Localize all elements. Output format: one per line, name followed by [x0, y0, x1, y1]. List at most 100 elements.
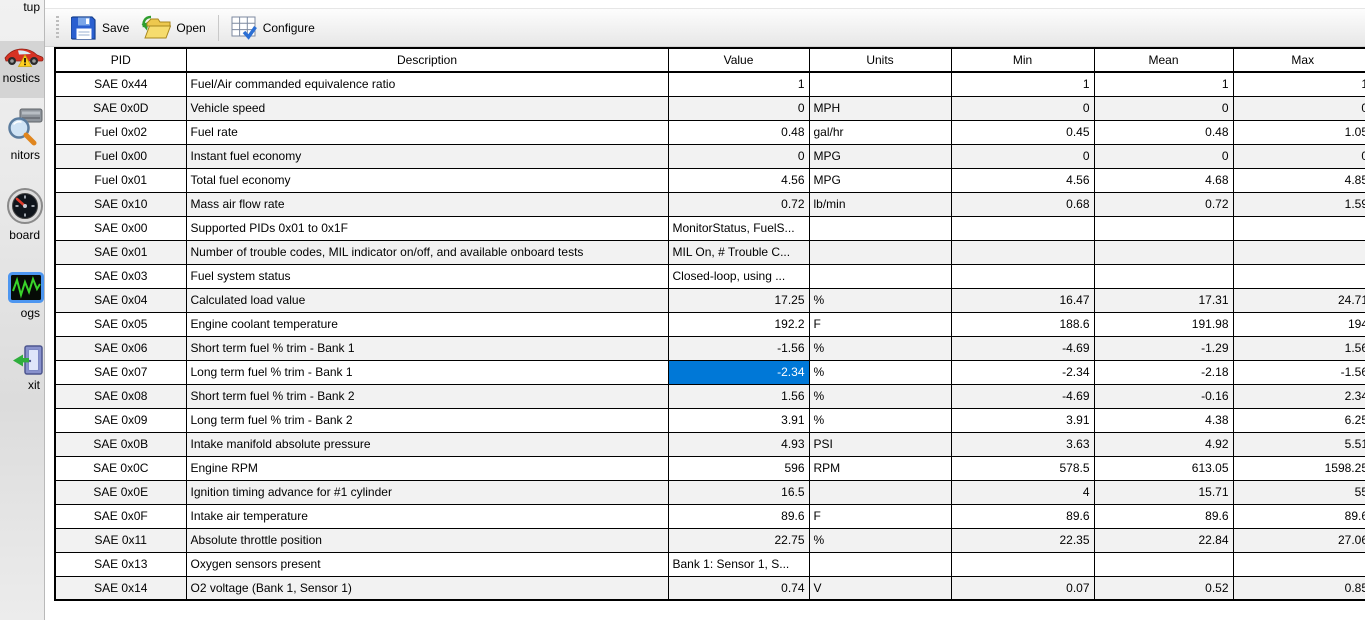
cell-pid[interactable]: SAE 0x0F	[54, 503, 187, 529]
cell-pid[interactable]: Fuel 0x00	[54, 143, 187, 169]
cell-mean[interactable]: 0.48	[1093, 119, 1234, 145]
cell-max[interactable]: 0	[1232, 95, 1365, 121]
sidebar-item-diagnostics[interactable]: nostics	[0, 45, 44, 85]
sidebar-item-logs[interactable]: ogs	[0, 272, 44, 320]
cell-description[interactable]: Total fuel economy	[185, 167, 669, 193]
cell-mean[interactable]: 4.38	[1093, 407, 1234, 433]
table-row[interactable]: SAE 0x04 Calculated load value 17.25% 16.47…	[54, 287, 1365, 313]
cell-max[interactable]	[1232, 215, 1365, 241]
cell-units[interactable]: %	[808, 335, 952, 361]
cell-units[interactable]: PSI	[808, 431, 952, 457]
cell-mean[interactable]	[1093, 215, 1234, 241]
cell-description[interactable]: Intake manifold absolute pressure	[185, 431, 669, 457]
table-row[interactable]: SAE 0x13 Oxygen sensors present Bank 1: Se…	[54, 551, 1365, 577]
cell-units[interactable]: MPH	[808, 95, 952, 121]
cell-units[interactable]: RPM	[808, 455, 952, 481]
cell-value[interactable]: 1	[667, 71, 810, 97]
cell-value[interactable]: 4.56	[667, 167, 810, 193]
cell-value[interactable]: 0.74	[667, 575, 810, 601]
sidebar-item-dashboard[interactable]: board	[0, 186, 44, 242]
cell-mean[interactable]: 4.68	[1093, 167, 1234, 193]
cell-mean[interactable]: 17.31	[1093, 287, 1234, 313]
cell-min[interactable]: 0.68	[950, 191, 1095, 217]
cell-units[interactable]	[808, 263, 952, 289]
cell-pid[interactable]: SAE 0x06	[54, 335, 187, 361]
cell-description[interactable]: Calculated load value	[185, 287, 669, 313]
cell-max[interactable]: 6.25	[1232, 407, 1365, 433]
cell-mean[interactable]: 613.05	[1093, 455, 1234, 481]
cell-min[interactable]: 3.91	[950, 407, 1095, 433]
cell-pid[interactable]: SAE 0x03	[54, 263, 187, 289]
column-header-description[interactable]: Description	[185, 47, 669, 73]
column-header-value[interactable]: Value	[667, 47, 810, 73]
cell-value[interactable]: 0.72	[667, 191, 810, 217]
cell-max[interactable]: 1598.25	[1232, 455, 1365, 481]
column-header-min[interactable]: Min	[950, 47, 1095, 73]
cell-min[interactable]: 0	[950, 143, 1095, 169]
cell-min[interactable]: 89.6	[950, 503, 1095, 529]
table-row[interactable]: SAE 0x0E Ignition timing advance for #1 c…	[54, 479, 1365, 505]
cell-max[interactable]: 1.59	[1232, 191, 1365, 217]
cell-description[interactable]: Absolute throttle position	[185, 527, 669, 553]
cell-pid[interactable]: SAE 0x08	[54, 383, 187, 409]
cell-min[interactable]	[950, 239, 1095, 265]
cell-units[interactable]	[808, 215, 952, 241]
cell-pid[interactable]: SAE 0x0B	[54, 431, 187, 457]
cell-mean[interactable]: 0	[1093, 143, 1234, 169]
cell-max[interactable]: 2.34	[1232, 383, 1365, 409]
cell-units[interactable]: MPG	[808, 167, 952, 193]
cell-value[interactable]: 3.91	[667, 407, 810, 433]
cell-pid[interactable]: Fuel 0x01	[54, 167, 187, 193]
cell-mean[interactable]: 1	[1093, 71, 1234, 97]
cell-description[interactable]: O2 voltage (Bank 1, Sensor 1)	[185, 575, 669, 601]
cell-units[interactable]	[808, 551, 952, 577]
cell-pid[interactable]: SAE 0x14	[54, 575, 187, 601]
column-header-max[interactable]: Max	[1232, 47, 1365, 73]
open-button[interactable]: Open	[135, 12, 211, 43]
cell-units[interactable]: F	[808, 311, 952, 337]
table-row[interactable]: SAE 0x11 Absolute throttle position 22.75%…	[54, 527, 1365, 553]
table-row[interactable]: SAE 0x10 Mass air flow rate 0.72 lb/min 0.68…	[54, 191, 1365, 217]
table-row[interactable]: SAE 0x00 Supported PIDs 0x01 to 0x1F Monit…	[54, 215, 1365, 241]
cell-value[interactable]: -1.56	[667, 335, 810, 361]
cell-value[interactable]: 89.6	[667, 503, 810, 529]
cell-pid[interactable]: SAE 0x01	[54, 239, 187, 265]
cell-min[interactable]: 578.5	[950, 455, 1095, 481]
cell-description[interactable]: Long term fuel % trim - Bank 2	[185, 407, 669, 433]
cell-description[interactable]: Oxygen sensors present	[185, 551, 669, 577]
cell-units[interactable]: %	[808, 527, 952, 553]
cell-units[interactable]	[808, 479, 952, 505]
cell-pid[interactable]: SAE 0x44	[54, 71, 187, 97]
cell-mean[interactable]: 0	[1093, 95, 1234, 121]
cell-mean[interactable]: 191.98	[1093, 311, 1234, 337]
cell-min[interactable]	[950, 551, 1095, 577]
cell-max[interactable]: 4.85	[1232, 167, 1365, 193]
cell-units[interactable]	[808, 239, 952, 265]
table-row[interactable]: SAE 0x01 Number of trouble codes, MIL ind…	[54, 239, 1365, 265]
cell-max[interactable]: 1	[1232, 71, 1365, 97]
cell-description[interactable]: Instant fuel economy	[185, 143, 669, 169]
table-row[interactable]: SAE 0x0C Engine RPM 596 RPM 578.5 613.05 1598.…	[54, 455, 1365, 481]
cell-min[interactable]: 4	[950, 479, 1095, 505]
cell-max[interactable]: 24.71	[1232, 287, 1365, 313]
cell-value[interactable]: 192.2	[667, 311, 810, 337]
column-header-pid[interactable]: PID	[54, 47, 187, 73]
cell-description[interactable]: Fuel rate	[185, 119, 669, 145]
cell-max[interactable]: 0	[1232, 143, 1365, 169]
cell-max[interactable]: 1.05	[1232, 119, 1365, 145]
cell-min[interactable]: 0	[950, 95, 1095, 121]
cell-min[interactable]: 3.63	[950, 431, 1095, 457]
cell-description[interactable]: Fuel/Air commanded equivalence ratio	[185, 71, 669, 97]
cell-max[interactable]: -1.56	[1232, 359, 1365, 385]
cell-min[interactable]: -2.34	[950, 359, 1095, 385]
table-row[interactable]: SAE 0x14 O2 voltage (Bank 1, Sensor 1) 0.7…	[54, 575, 1365, 601]
sidebar-item-exit[interactable]: xit	[0, 344, 44, 392]
cell-max[interactable]	[1232, 263, 1365, 289]
cell-mean[interactable]	[1093, 239, 1234, 265]
cell-pid[interactable]: SAE 0x0E	[54, 479, 187, 505]
cell-mean[interactable]: -2.18	[1093, 359, 1234, 385]
table-row[interactable]: SAE 0x0B Intake manifold absolute pressur…	[54, 431, 1365, 457]
